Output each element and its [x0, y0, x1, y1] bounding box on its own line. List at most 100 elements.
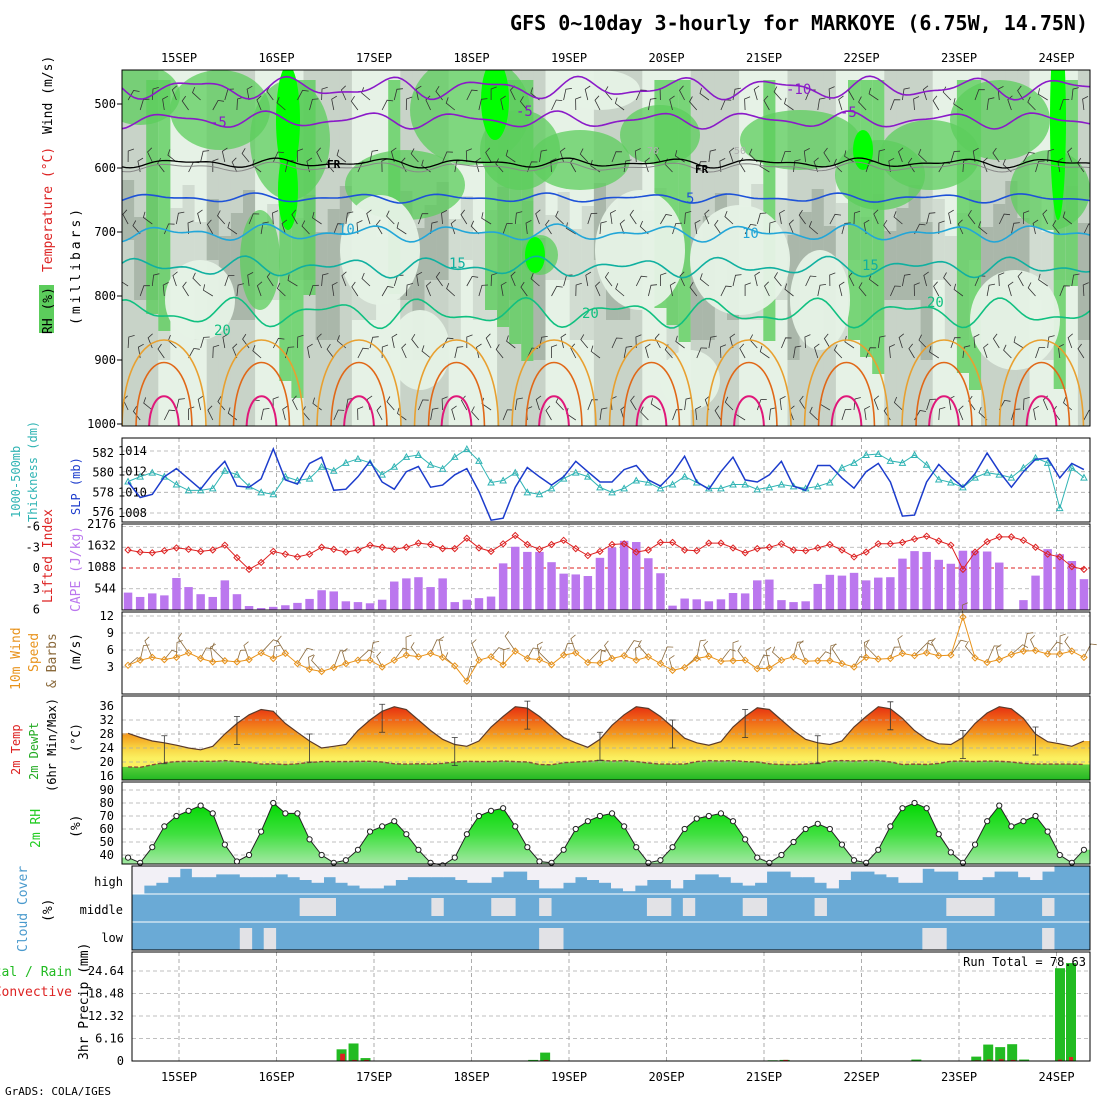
rh-dry-area [560, 70, 640, 110]
cloud-middle-clear [946, 898, 958, 916]
label-wind-units: (m/s) [69, 633, 84, 672]
rh-column-band [1078, 223, 1091, 340]
cape-bar [511, 547, 519, 610]
cape-bar [850, 573, 858, 610]
rh-tick-label: 90 [100, 783, 114, 797]
rh-column-band [461, 196, 474, 260]
date-tick-label: 15SEP [161, 1070, 197, 1084]
cloud-high-clear [264, 866, 276, 877]
label-millibars: (millibars) [69, 206, 84, 325]
cloud-high-clear [910, 866, 922, 883]
cape-bar [209, 597, 217, 610]
rh-column-band [558, 192, 571, 280]
cloud-high-clear [168, 866, 180, 877]
cloud-high-clear [934, 866, 946, 872]
label-lifted-index: Lifted Index [41, 509, 56, 603]
contour-label-m5: -5 [210, 115, 227, 131]
rh2m-point [682, 826, 687, 831]
cloud-high-clear [946, 866, 958, 872]
rh2m-point [549, 860, 554, 865]
cloud-high-clear [1006, 866, 1018, 872]
rh2m-point [767, 860, 772, 865]
cloud-high-clear [360, 866, 372, 888]
cloud-middle-clear [982, 898, 994, 916]
rh2m-point [259, 829, 264, 834]
temp-tick-label: 28 [100, 727, 114, 741]
cloud-high-clear [312, 866, 324, 883]
cloud-middle-clear [958, 898, 970, 916]
rh-dry-area [390, 310, 450, 390]
cloud-high-clear [623, 866, 635, 891]
cloud-high-clear [336, 866, 348, 883]
rh2m-point [960, 860, 965, 865]
date-tick-label: 16SEP [258, 51, 294, 65]
wind-tick-label: 6 [107, 643, 114, 657]
cloud-middle-clear [503, 898, 515, 916]
cloud-middle-clear [300, 898, 312, 916]
cape-bar [801, 601, 809, 610]
contour-label-fr: FR [327, 158, 341, 171]
rh2m-point [488, 808, 493, 813]
cloud-middle-clear [539, 898, 551, 916]
cloud-high-clear [1018, 866, 1030, 877]
cloud-high-clear [587, 866, 599, 880]
rh2m-point [331, 860, 336, 865]
rh2m-point [924, 806, 929, 811]
pressure-tick-label: 1000 [87, 417, 116, 431]
cape-bar [705, 601, 713, 610]
cloud-level-low: low [101, 931, 123, 945]
rh2m-point [972, 842, 977, 847]
cloud-high-clear [132, 866, 144, 894]
cloud-low-clear [264, 928, 276, 950]
wind-tick-label: 12 [100, 609, 114, 623]
cape-bar [172, 578, 180, 610]
cape-bar [898, 559, 906, 610]
cape-bar [765, 580, 773, 610]
date-tick-label: 17SEP [356, 1070, 392, 1084]
cape-bar [608, 548, 616, 610]
rh-column-band [122, 180, 135, 240]
cape-bar [947, 564, 955, 610]
cloud-high-clear [886, 866, 898, 877]
rh2m-point [839, 842, 844, 847]
rh-tick-label: 60 [100, 822, 114, 836]
pressure-tick-label: 800 [94, 289, 116, 303]
rh2m-point [646, 860, 651, 865]
label-2m-dewpt: 2m DewPt [27, 722, 41, 780]
cloud-high-clear [443, 866, 455, 877]
cloud-middle-clear [431, 898, 443, 916]
rh-column-band [449, 219, 462, 340]
cape-bar [826, 575, 834, 610]
rh-saturated-area [278, 150, 298, 230]
precip-total-bar [995, 1047, 1005, 1061]
cape-bar [160, 595, 168, 610]
label-temp-units: (°C) [69, 723, 83, 752]
cloud-high-clear [659, 866, 671, 880]
label-temperature: Temperature (°C) [41, 147, 56, 272]
date-tick-label: 18SEP [453, 1070, 489, 1084]
rh2m-point [1069, 860, 1074, 865]
date-tick-label: 20SEP [648, 1070, 684, 1084]
rh-saturated-area [481, 60, 509, 140]
pressure-tick-label: 900 [94, 353, 116, 367]
rh2m-point [271, 800, 276, 805]
rh2m-point [585, 819, 590, 824]
rh2m-point [718, 811, 723, 816]
rh-tick-label: 80 [100, 796, 114, 810]
pressure-tick-label: 700 [94, 225, 116, 239]
pressure-tick-label: 500 [94, 97, 116, 111]
contour-label-p5: 5 [686, 191, 694, 207]
chart-title: GFS 0~10day 3-hourly for MARKOYE (6.75W,… [510, 11, 1088, 35]
rh-dry-area [340, 195, 420, 305]
grads-credit: GrADS: COLA/IGES [5, 1085, 111, 1098]
date-tick-label: 23SEP [941, 1070, 977, 1084]
date-tick-label: 24SEP [1038, 51, 1074, 65]
rh2m-point [597, 813, 602, 818]
precip-tick-label: 24.64 [88, 964, 124, 978]
cloud-middle-clear [755, 898, 767, 916]
